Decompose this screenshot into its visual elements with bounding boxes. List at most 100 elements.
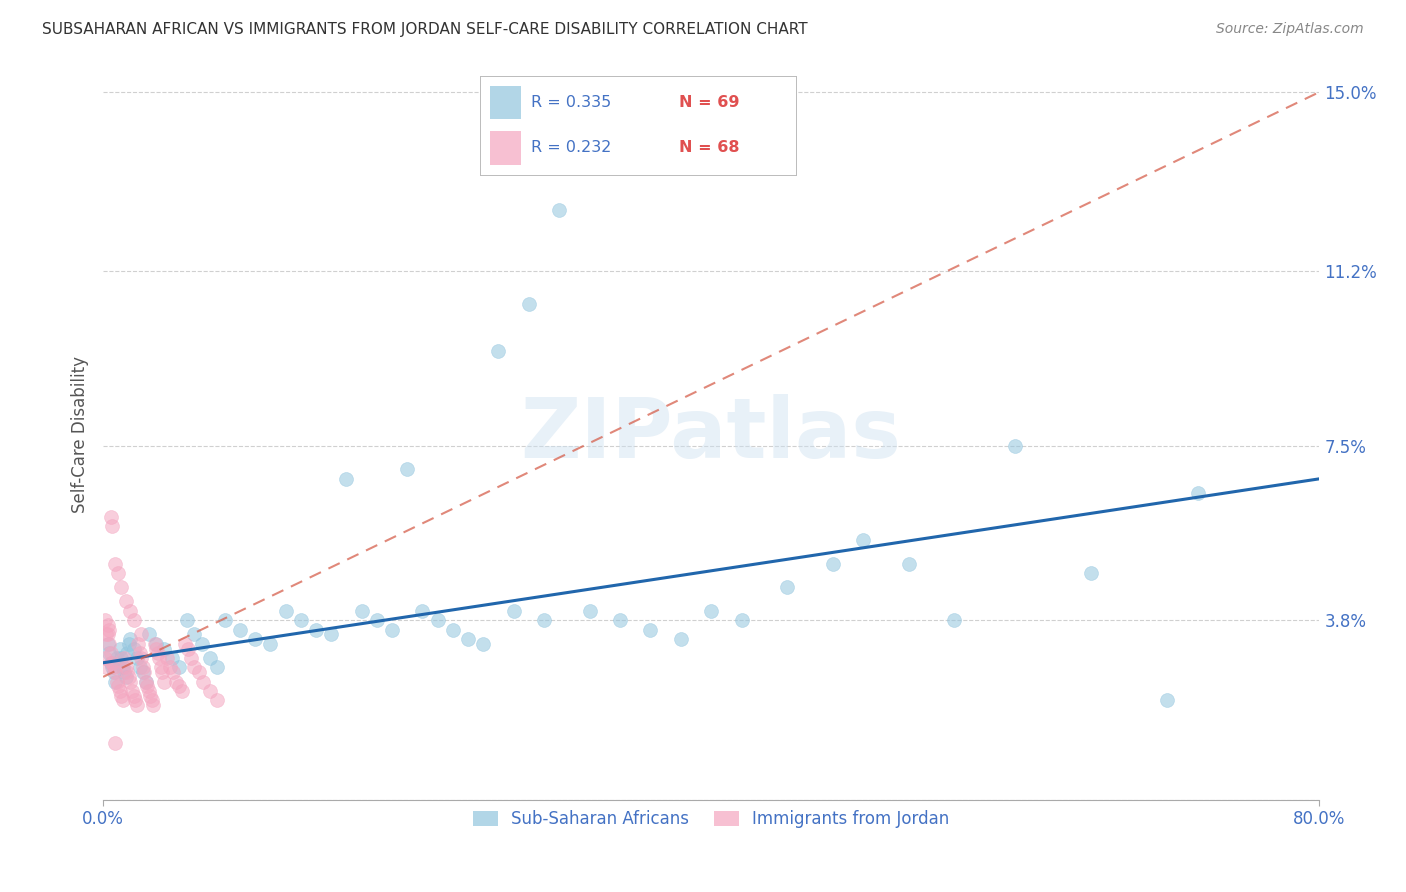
Point [730, 613, 752, 627]
Point [100, 656, 122, 670]
Point [426, 613, 449, 627]
Point [174, 637, 197, 651]
Point [111, 660, 134, 674]
Point [852, 533, 875, 548]
Point [98, 623, 121, 637]
Point [101, 660, 124, 674]
Point [111, 693, 134, 707]
Point [115, 670, 138, 684]
Point [193, 674, 215, 689]
Point [101, 519, 124, 533]
Point [290, 613, 312, 627]
Point [177, 641, 200, 656]
Point [141, 693, 163, 707]
Point [136, 679, 159, 693]
Point [100, 509, 122, 524]
Point [153, 674, 176, 689]
Point [115, 660, 138, 674]
Y-axis label: Self-Care Disability: Self-Care Disability [72, 356, 89, 513]
Text: ZIPatlas: ZIPatlas [520, 393, 901, 475]
Point [107, 679, 129, 693]
Point [148, 651, 170, 665]
Legend: Sub-Saharan Africans, Immigrants from Jordan: Sub-Saharan Africans, Immigrants from Jo… [467, 804, 956, 835]
Point [149, 660, 172, 674]
Point [700, 604, 723, 618]
Point [120, 604, 142, 618]
Point [162, 665, 184, 680]
Point [120, 632, 142, 647]
Point [160, 651, 183, 665]
Point [104, 674, 127, 689]
Point [366, 613, 388, 627]
Point [198, 684, 221, 698]
Point [138, 684, 160, 698]
Point [274, 604, 297, 618]
Point [128, 646, 150, 660]
Point [104, 665, 127, 680]
Point [350, 604, 373, 618]
Point [96, 627, 118, 641]
Point [517, 297, 540, 311]
Point [821, 557, 844, 571]
Point [183, 627, 205, 641]
Point [129, 651, 152, 665]
Point [128, 660, 150, 674]
Point [124, 693, 146, 707]
Point [457, 632, 479, 647]
Point [167, 679, 190, 693]
Point [486, 344, 509, 359]
Point [1004, 439, 1026, 453]
Point [115, 594, 138, 608]
Point [104, 557, 127, 571]
Point [381, 623, 404, 637]
Point [146, 646, 169, 660]
Point [117, 646, 139, 660]
Point [118, 670, 141, 684]
Point [93, 613, 115, 627]
Point [897, 557, 920, 571]
Point [96, 660, 118, 674]
Point [118, 637, 141, 651]
Point [335, 472, 357, 486]
Point [145, 641, 167, 656]
Point [129, 627, 152, 641]
Point [110, 689, 132, 703]
Point [259, 637, 281, 651]
Point [139, 689, 162, 703]
Point [143, 637, 166, 651]
Text: Source: ZipAtlas.com: Source: ZipAtlas.com [1216, 22, 1364, 37]
Point [198, 651, 221, 665]
Point [187, 665, 209, 680]
Point [122, 641, 145, 656]
Point [134, 665, 156, 680]
Point [142, 698, 165, 713]
Point [107, 566, 129, 581]
Point [101, 656, 124, 670]
Point [108, 641, 131, 656]
Point [172, 684, 194, 698]
Point [112, 651, 135, 665]
Point [243, 632, 266, 647]
Point [98, 637, 121, 651]
Point [105, 674, 128, 689]
Point [131, 665, 153, 680]
Point [305, 623, 328, 637]
Point [441, 623, 464, 637]
Point [776, 580, 799, 594]
Point [411, 604, 433, 618]
Point [110, 580, 132, 594]
Point [110, 651, 132, 665]
Point [502, 604, 524, 618]
Point [548, 202, 571, 217]
Point [121, 684, 143, 698]
Point [122, 689, 145, 703]
Point [669, 632, 692, 647]
Point [93, 651, 115, 665]
Point [153, 641, 176, 656]
Point [472, 637, 495, 651]
Point [120, 674, 142, 689]
Point [135, 674, 157, 689]
Point [105, 651, 128, 665]
Point [229, 623, 252, 637]
Point [205, 693, 228, 707]
